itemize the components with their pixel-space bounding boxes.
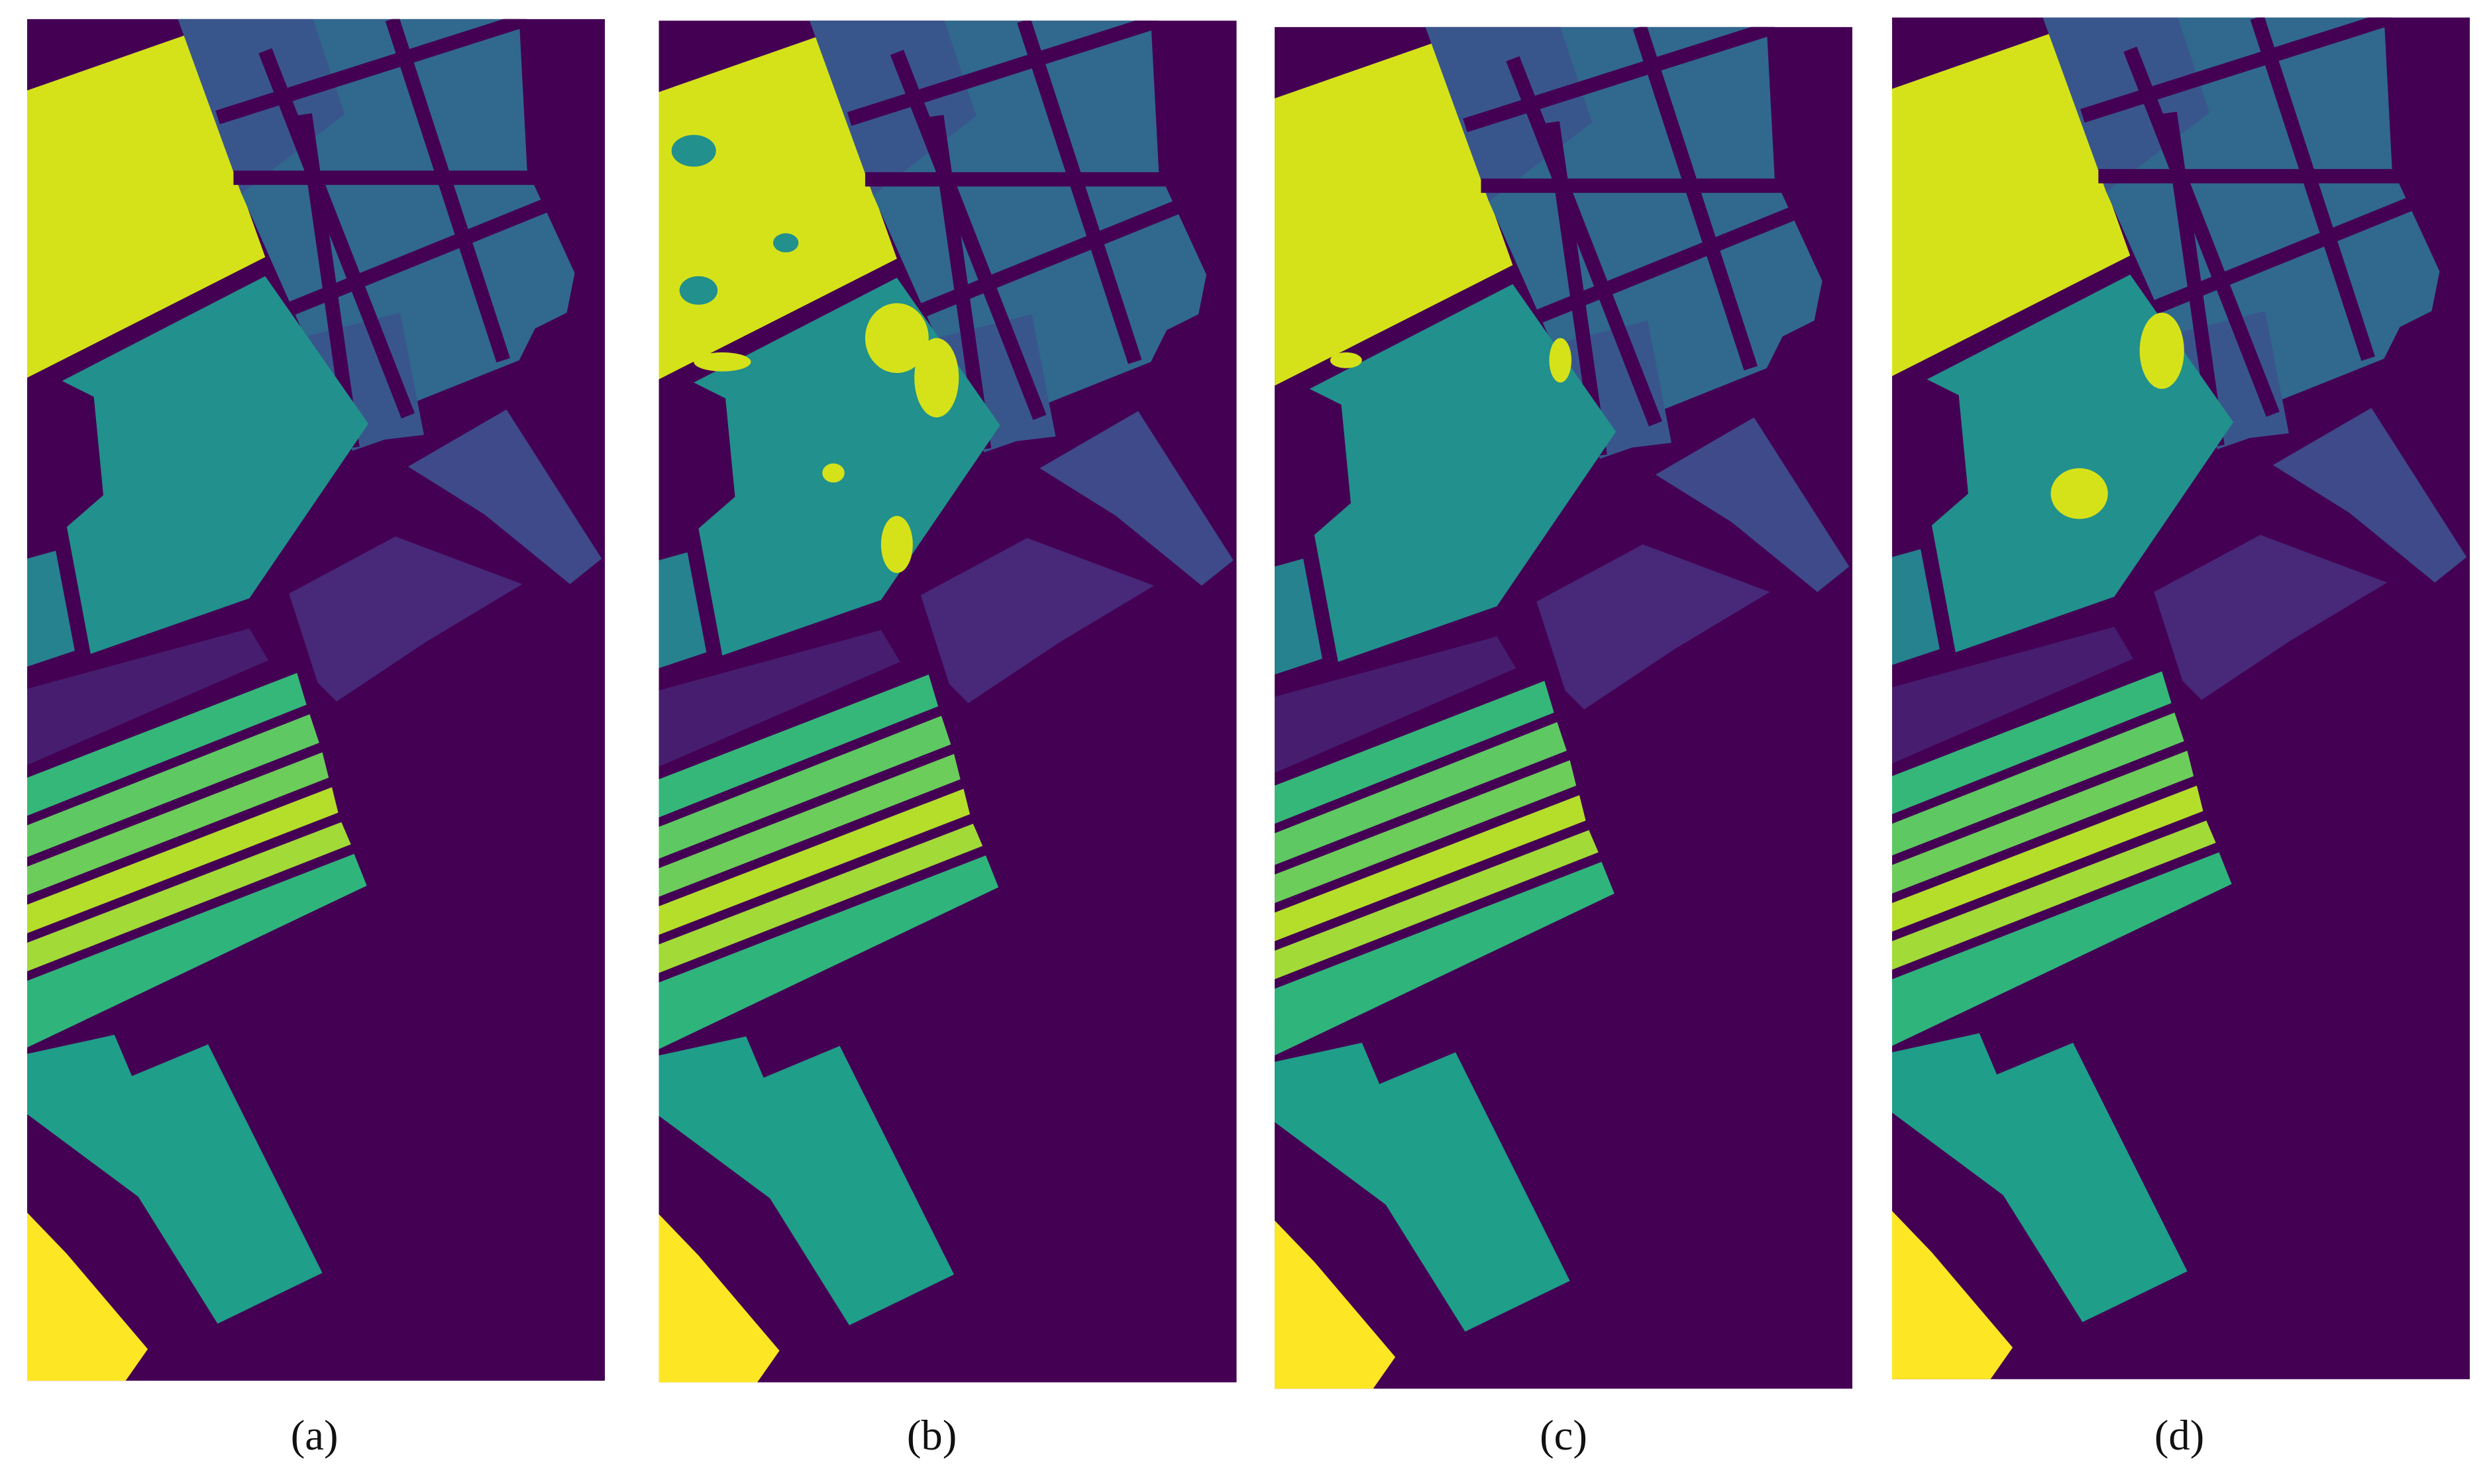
panel-label: (b) bbox=[907, 1411, 957, 1459]
panel-label: (d) bbox=[2154, 1411, 2204, 1459]
map-panel bbox=[659, 21, 1236, 1383]
map-panel bbox=[1892, 17, 2470, 1379]
panel-label: (a) bbox=[291, 1411, 339, 1459]
panel-label: (c) bbox=[1540, 1411, 1587, 1459]
map-panel bbox=[27, 19, 605, 1381]
map-panel bbox=[1275, 27, 1852, 1389]
